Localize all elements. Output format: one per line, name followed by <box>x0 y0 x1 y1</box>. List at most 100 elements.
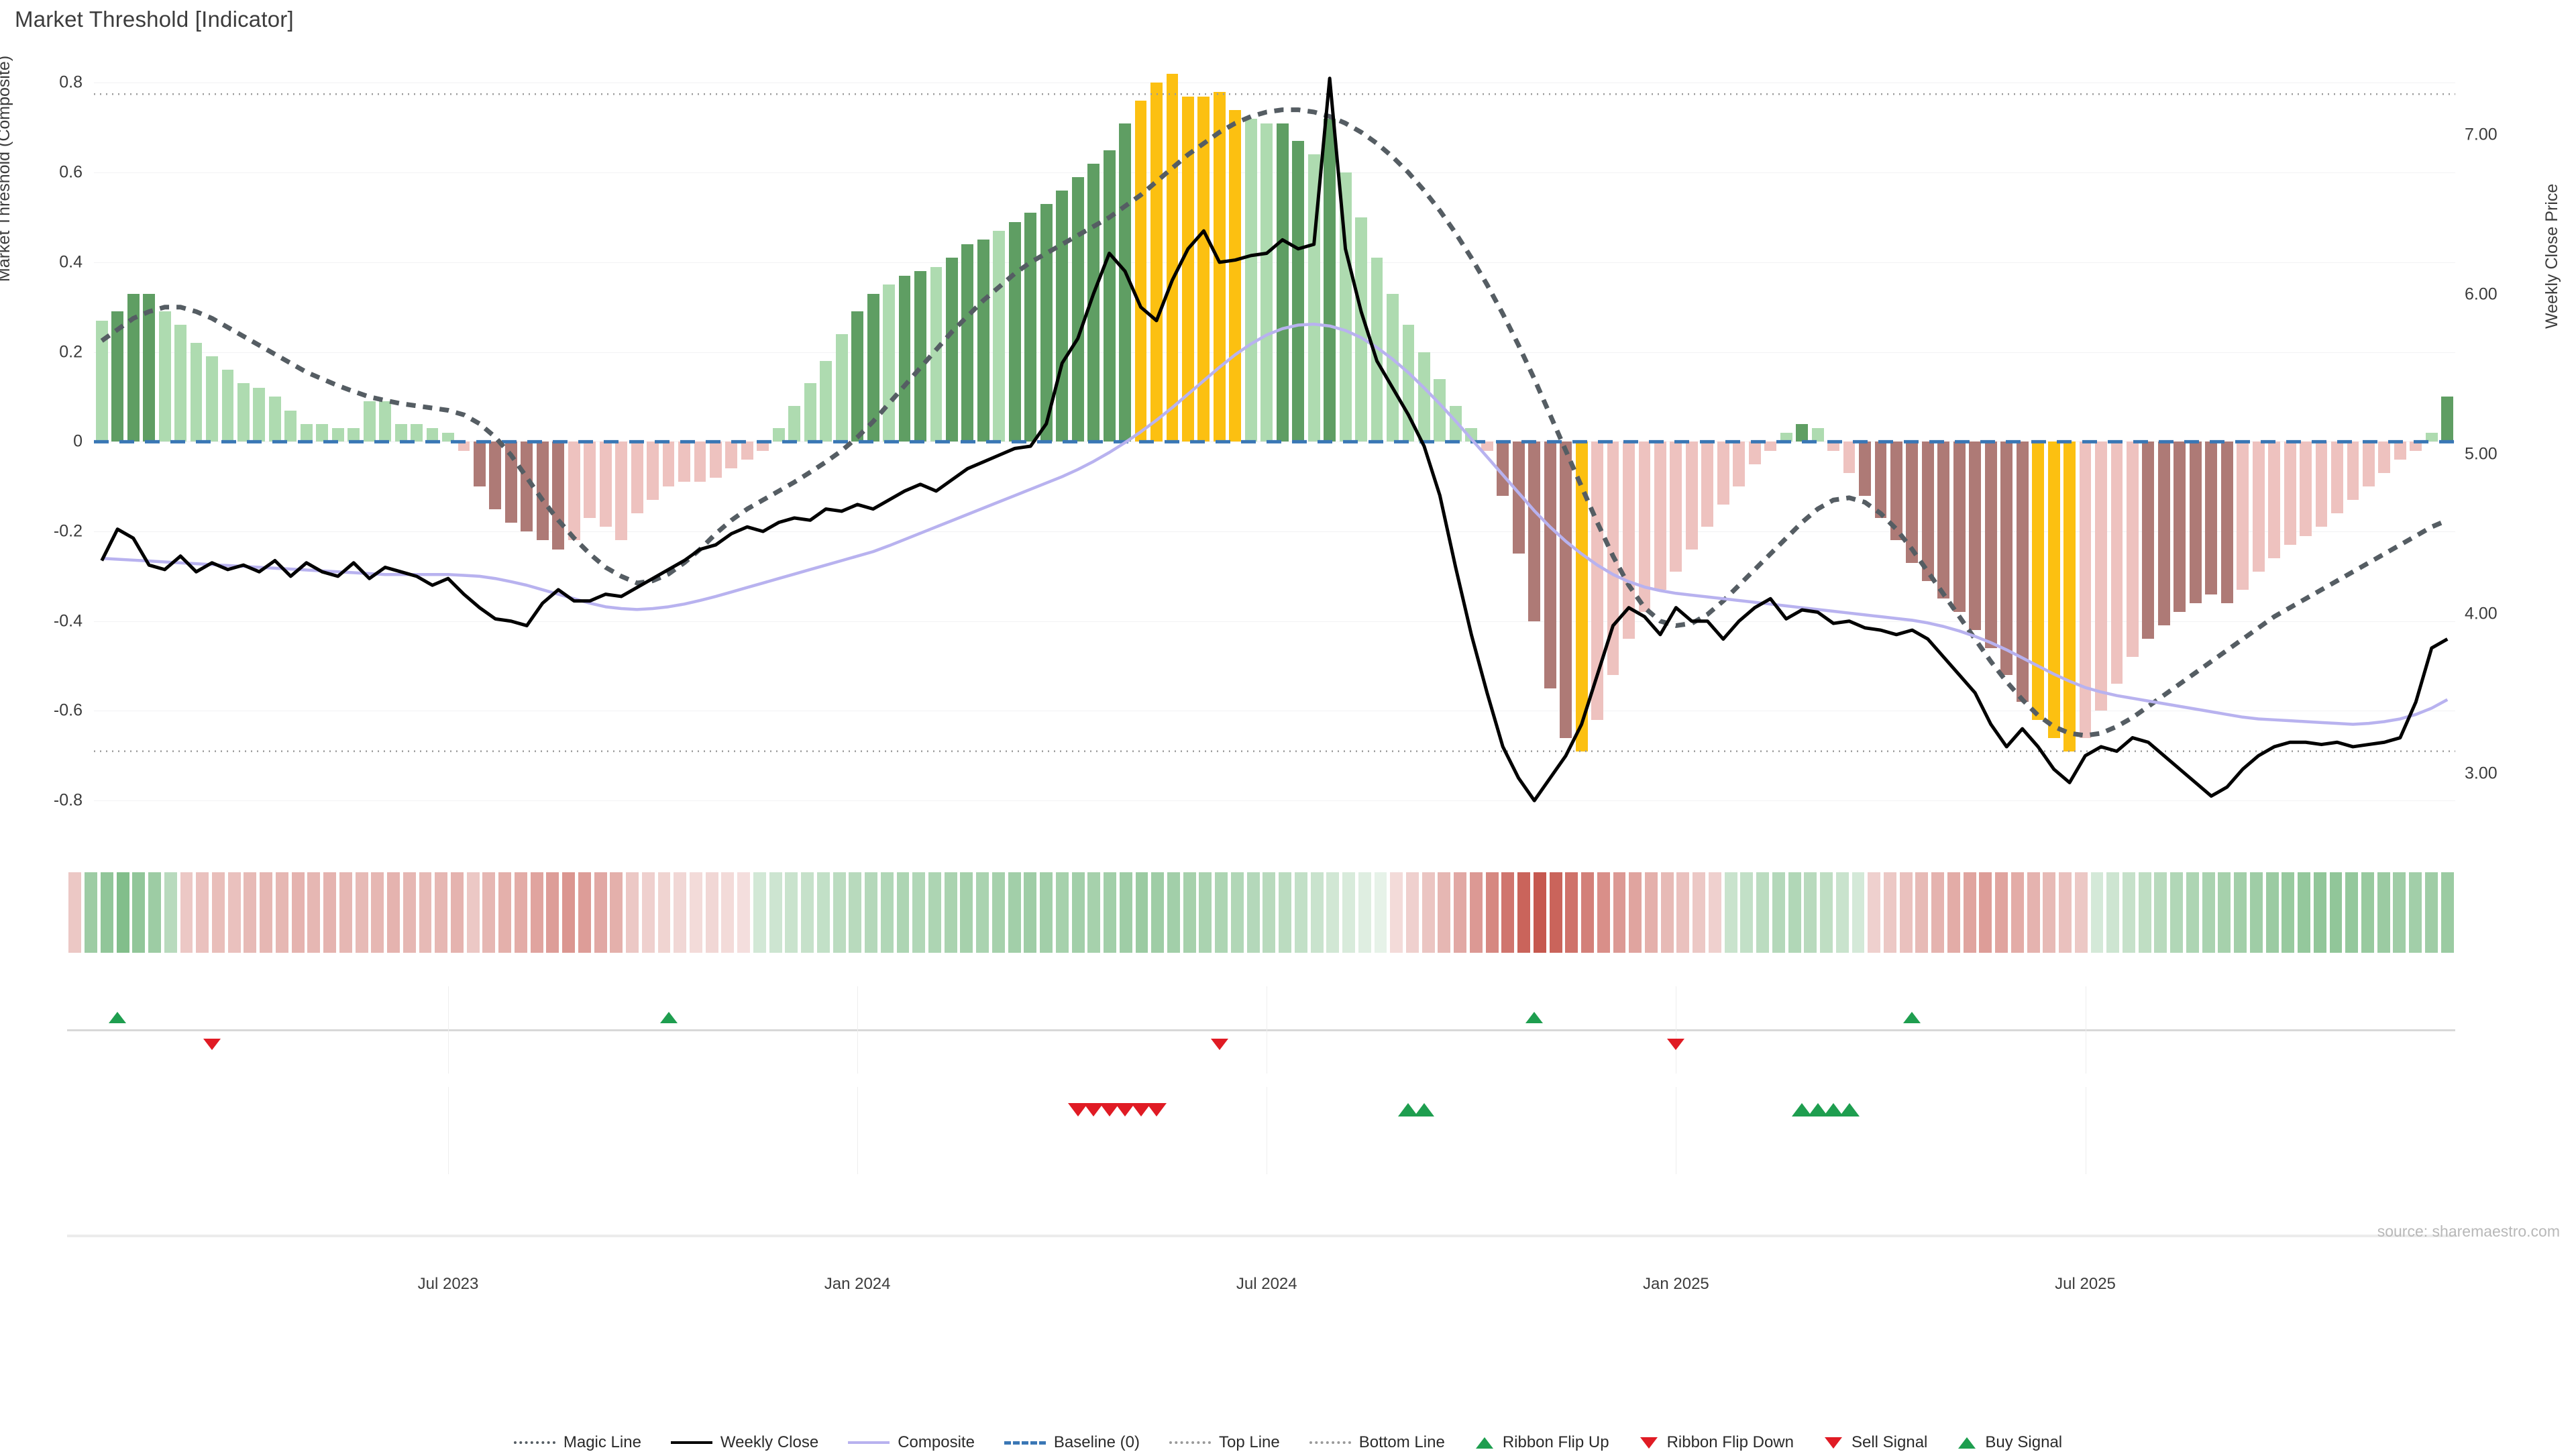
bar <box>1811 428 1824 442</box>
ribbon-band <box>1565 872 1578 953</box>
buy-signal-marker <box>1807 1103 1828 1116</box>
ribbon-band <box>1358 872 1371 953</box>
bar <box>347 428 360 442</box>
bar <box>1292 141 1305 442</box>
ribbon-band <box>2027 872 2040 953</box>
bar <box>1497 441 1509 496</box>
bar <box>1560 441 1572 738</box>
legend-item-sell-signal[interactable]: Sell Signal <box>1823 1433 1927 1452</box>
bar <box>1764 441 1777 451</box>
ribbon-band <box>1135 872 1148 953</box>
ribbon-band <box>2313 872 2326 953</box>
bar <box>1387 293 1399 442</box>
ribbon-band <box>1263 872 1276 953</box>
bar <box>474 441 486 487</box>
bar <box>426 428 439 442</box>
buy-signal-marker <box>1398 1103 1419 1116</box>
gridline <box>94 352 2455 353</box>
bar <box>946 258 958 442</box>
ribbon-band <box>275 872 288 953</box>
bar <box>662 441 675 487</box>
bar <box>568 441 580 541</box>
bar <box>2110 441 2123 684</box>
ribbon-band <box>1693 872 1706 953</box>
bar <box>504 441 517 523</box>
ribbon-band <box>180 872 193 953</box>
bar <box>1024 213 1037 442</box>
legend-label: Bottom Line <box>1358 1433 1445 1451</box>
triangle-glyph <box>1475 1437 1493 1449</box>
bar <box>1512 441 1525 554</box>
legend-item-bottom-line[interactable]: Bottom Line <box>1309 1433 1445 1452</box>
ribbon-band <box>2234 872 2247 953</box>
bar <box>615 441 628 541</box>
x-axis-tick: Jan 2025 <box>1643 1275 1709 1293</box>
ribbon-band <box>1915 872 1929 953</box>
ribbon-band <box>1724 872 1737 953</box>
ribbon-band <box>2106 872 2120 953</box>
bar <box>1827 441 1839 451</box>
legend-item-weekly-close[interactable]: Weekly Close <box>670 1433 818 1452</box>
bar <box>1119 123 1131 442</box>
ribbon-band <box>1246 872 1260 953</box>
ribbon-band <box>419 872 432 953</box>
legend-item-ribbon-flip-down[interactable]: Ribbon Flip Down <box>1639 1433 1794 1452</box>
panel-guide <box>857 986 859 1074</box>
ribbon-band <box>2377 872 2390 953</box>
ribbon-band <box>1708 872 1721 953</box>
legend-item-magic-line[interactable]: Magic Line <box>513 1433 641 1452</box>
ribbon-band <box>1947 872 1960 953</box>
bar <box>2363 441 2375 487</box>
triangle-down-icon <box>1823 1436 1843 1449</box>
ribbon-band <box>1104 872 1117 953</box>
right-axis-tick: 4.00 <box>2465 604 2498 623</box>
ribbon-band <box>1995 872 2008 953</box>
bar <box>1544 441 1556 688</box>
ribbon-band <box>244 872 257 953</box>
gridline <box>94 621 2455 622</box>
ribbon-band <box>641 872 655 953</box>
ribbon-band <box>339 872 352 953</box>
triangle-up-icon <box>1957 1436 1977 1449</box>
bar <box>127 293 140 442</box>
legend-item-buy-signal[interactable]: Buy Signal <box>1957 1433 2062 1452</box>
legend-item-ribbon-flip-up[interactable]: Ribbon Flip Up <box>1474 1433 1609 1452</box>
bar <box>772 428 785 442</box>
buy-signal-marker <box>1839 1103 1860 1116</box>
bar <box>1449 405 1462 442</box>
legend-item-top-line[interactable]: Top Line <box>1169 1433 1280 1452</box>
bar <box>930 266 943 442</box>
bar <box>2331 441 2343 514</box>
ribbon-band <box>1740 872 1754 953</box>
ribbon-band <box>68 872 82 953</box>
bar <box>1465 428 1478 442</box>
bar <box>1717 441 1729 505</box>
bar <box>883 284 895 442</box>
bar <box>1040 203 1053 442</box>
bar <box>851 311 864 442</box>
bar <box>1921 441 1934 581</box>
bar <box>1260 123 1273 442</box>
gridline <box>94 262 2455 263</box>
bar <box>804 383 816 442</box>
ribbon-band <box>594 872 607 953</box>
flip-axis-line <box>67 1029 2455 1031</box>
legend-item-composite[interactable]: Composite <box>848 1433 975 1452</box>
ribbon-band <box>2090 872 2104 953</box>
bar <box>2237 441 2249 590</box>
ribbon-band <box>1660 872 1674 953</box>
bar <box>1197 96 1210 442</box>
ribbon-band <box>1374 872 1387 953</box>
bar <box>1685 441 1698 550</box>
bar <box>458 441 470 451</box>
legend-item-baseline-0[interactable]: Baseline (0) <box>1004 1433 1140 1452</box>
bar <box>2378 441 2391 474</box>
ribbon-band <box>976 872 989 953</box>
bar <box>788 405 801 442</box>
ribbon-band <box>1310 872 1324 953</box>
ribbon-band <box>1756 872 1770 953</box>
line-swatch-icon <box>670 1438 712 1447</box>
left-axis-tick: -0.8 <box>53 790 83 810</box>
ribbon-band <box>2345 872 2359 953</box>
ribbon-band <box>928 872 941 953</box>
